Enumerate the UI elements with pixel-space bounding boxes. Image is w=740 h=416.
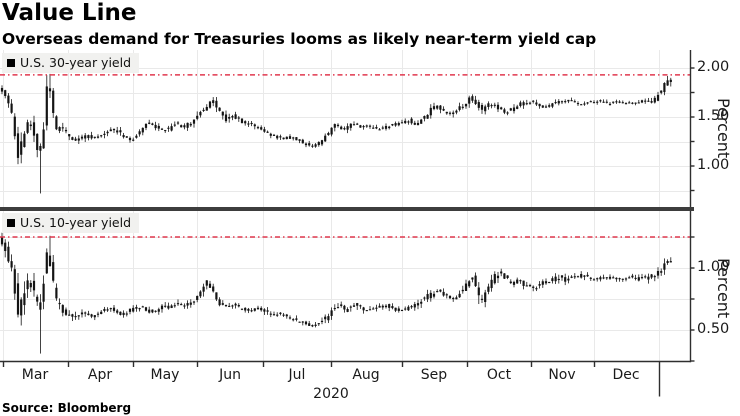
x-axis-month-label: Oct — [486, 367, 512, 383]
source-attribution: Source: Bloomberg — [2, 401, 132, 415]
x-axis-month-label: Apr — [87, 367, 113, 383]
legend-swatch-icon — [7, 218, 15, 227]
chart-subtitle: Overseas demand for Treasuries looms as … — [2, 30, 597, 48]
y-axis-tick-label: 1.00 — [697, 157, 730, 173]
legend-10-year-label: U.S. 10-year yield — [20, 215, 132, 230]
x-axis-month-label: Jun — [219, 367, 241, 383]
legend-10-year: U.S. 10-year yield — [2, 213, 140, 233]
y-axis-tick-label: 2.00 — [697, 59, 730, 75]
chart-30-year-candles — [0, 50, 740, 207]
y-axis-tick-label: 0.50 — [697, 321, 730, 337]
y-axis-tick-label: 1.00 — [697, 259, 730, 275]
panel-divider — [0, 207, 694, 211]
x-axis-month-label: Dec — [612, 367, 640, 383]
x-axis-month-label: Sep — [420, 367, 448, 383]
x-axis-month-label: Aug — [352, 367, 380, 383]
x-axis-year-label: 2020 — [313, 386, 349, 402]
y-axis-tick-label: 1.50 — [697, 108, 730, 124]
page-title: Value Line — [2, 0, 137, 26]
x-axis-month-label: Jul — [288, 367, 306, 383]
legend-30-year: U.S. 30-year yield — [2, 53, 140, 73]
y-axis-title-bottom: Percent — [714, 258, 733, 319]
x-axis-month-label: Nov — [548, 367, 576, 383]
y-axis-title-top: Percent — [714, 98, 733, 159]
x-axis-month-label: Mar — [21, 367, 49, 383]
x-axis-month-label: May — [150, 367, 180, 383]
legend-30-year-label: U.S. 30-year yield — [20, 55, 132, 70]
legend-swatch-icon — [7, 58, 15, 67]
